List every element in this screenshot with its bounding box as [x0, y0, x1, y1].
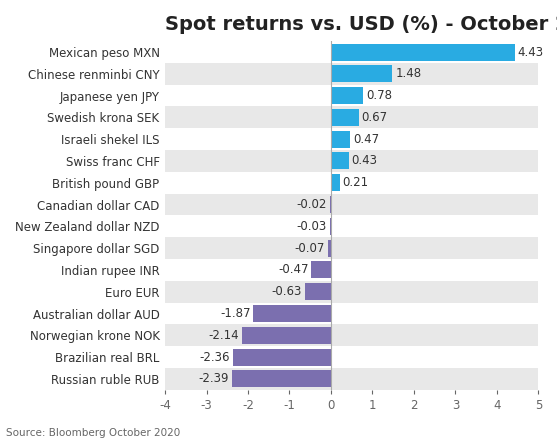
Text: 0.43: 0.43	[351, 154, 378, 168]
Text: Spot returns vs. USD (%) - October 2020: Spot returns vs. USD (%) - October 2020	[165, 15, 557, 34]
Bar	[331, 65, 392, 82]
Bar	[232, 370, 331, 387]
Bar	[165, 368, 538, 390]
Text: -0.03: -0.03	[296, 220, 327, 233]
Bar	[242, 327, 331, 344]
Text: 0.67: 0.67	[361, 111, 388, 124]
Bar	[165, 324, 538, 346]
Text: -0.63: -0.63	[272, 285, 302, 298]
Bar	[331, 153, 349, 169]
Bar	[253, 305, 331, 322]
Bar	[328, 240, 331, 257]
Text: -1.87: -1.87	[220, 307, 251, 320]
Bar	[165, 346, 538, 368]
Bar	[165, 237, 538, 259]
Bar	[165, 41, 538, 63]
Bar	[305, 283, 331, 300]
Bar	[165, 84, 538, 106]
Bar	[330, 218, 331, 235]
Bar	[165, 259, 538, 281]
Bar	[311, 261, 331, 279]
Bar	[165, 303, 538, 324]
Bar	[165, 106, 538, 128]
Text: -0.07: -0.07	[295, 242, 325, 255]
Text: 4.43: 4.43	[517, 45, 544, 59]
Bar	[331, 131, 350, 148]
Bar	[165, 63, 538, 84]
Bar	[330, 196, 331, 213]
Text: -2.36: -2.36	[199, 351, 230, 363]
Bar	[165, 194, 538, 216]
Bar	[165, 128, 538, 150]
Bar	[331, 44, 515, 61]
Text: 0.78: 0.78	[366, 89, 392, 102]
Bar	[331, 109, 359, 126]
Text: 1.48: 1.48	[395, 67, 421, 80]
Text: -0.02: -0.02	[297, 198, 327, 211]
Text: -0.47: -0.47	[278, 264, 309, 276]
Bar	[331, 87, 363, 104]
Text: 0.47: 0.47	[353, 133, 379, 146]
Bar	[165, 281, 538, 303]
Bar	[331, 174, 340, 191]
Bar	[233, 348, 331, 366]
Bar	[165, 150, 538, 172]
Text: -2.39: -2.39	[198, 372, 229, 385]
Text: Source: Bloomberg October 2020: Source: Bloomberg October 2020	[6, 428, 180, 438]
Bar	[165, 216, 538, 237]
Bar	[165, 172, 538, 194]
Text: 0.21: 0.21	[343, 176, 369, 189]
Text: -2.14: -2.14	[209, 329, 240, 342]
